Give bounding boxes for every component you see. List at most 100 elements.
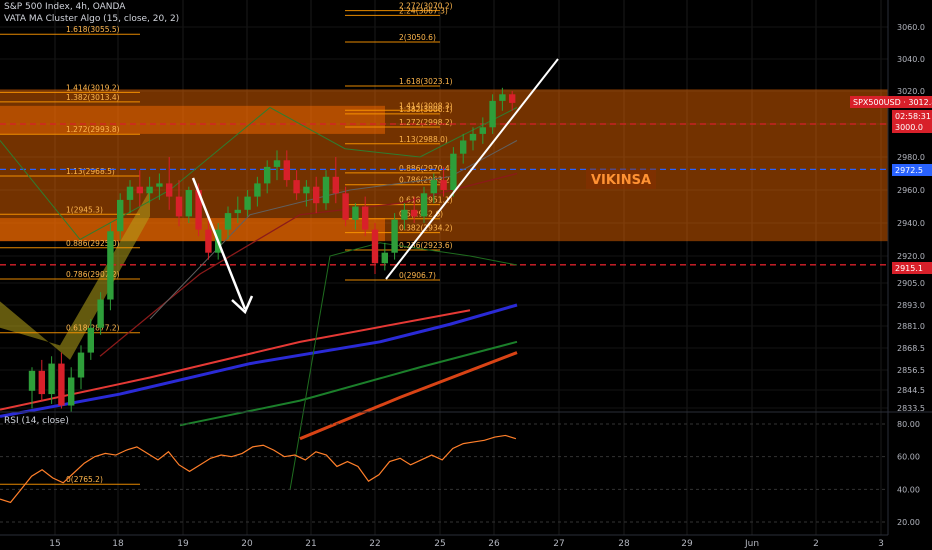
price-tag-label: 2915.1	[895, 264, 923, 273]
price-tag	[850, 96, 932, 108]
fib-label-b: 1.414(3008.3)	[399, 101, 453, 110]
rsi-tick-label: 60.00	[897, 453, 920, 462]
candle-body	[38, 370, 45, 395]
candle-body	[117, 199, 124, 232]
candle-body	[352, 206, 359, 220]
zone-band	[0, 218, 385, 242]
candle-body	[313, 186, 320, 204]
fib-label-a: 1(2945.3)	[66, 205, 103, 214]
candle-body	[322, 176, 330, 204]
fib-label-b: 1.13(2988.0)	[399, 135, 448, 144]
candle-body	[136, 186, 143, 194]
ma-blue	[0, 303, 518, 418]
x-tick-label: 18	[112, 539, 124, 549]
fib-label-b: 1.618(3023.1)	[399, 77, 453, 86]
candle-body	[48, 363, 55, 395]
fib-label-b: 0(2906.7)	[399, 271, 436, 280]
fib-label-a: 1.618(3055.5)	[66, 25, 120, 34]
candle-body	[273, 160, 281, 167]
candle-body	[195, 190, 202, 230]
candle-body	[430, 180, 437, 194]
candle-body	[499, 94, 506, 101]
y-tick-label: 2920.0	[897, 252, 925, 261]
candle-body	[332, 176, 339, 194]
down-arrow	[191, 177, 247, 310]
y-tick-label: 2905.0	[897, 279, 925, 288]
y-tick-label: 3060.0	[897, 23, 925, 32]
rsi-tick-label: 40.00	[897, 485, 920, 494]
candle-body	[97, 299, 104, 328]
x-tick-label: 28	[618, 539, 630, 549]
candle-body	[440, 180, 447, 190]
candle-body	[126, 186, 134, 200]
x-tick-label: 27	[553, 539, 564, 549]
candle-body	[205, 229, 212, 253]
y-tick-label: 3020.0	[897, 87, 925, 96]
fib-label-a: 0.786(2907.2)	[66, 270, 120, 279]
candle-body	[28, 370, 36, 391]
fib-label-b: 1.382(3006.1)	[399, 105, 453, 114]
chart-title: S&P 500 Index, 4h, OANDA	[4, 2, 126, 12]
fib-label-b: 0.886(2970.4)	[399, 164, 453, 173]
x-tick-label: 19	[177, 539, 189, 549]
candle-body	[264, 166, 271, 184]
trend-line-red	[0, 309, 471, 411]
zone-band	[0, 105, 385, 134]
x-tick-label: 25	[434, 539, 445, 549]
candle-body	[254, 183, 261, 197]
x-tick-label: Jun	[744, 539, 759, 549]
indicator-legend[interactable]: VATA MA Cluster Algo (15, close, 20, 2)	[4, 14, 180, 24]
fib-label-a: 1.382(3013.4)	[66, 93, 120, 102]
y-tick-label: 3040.0	[897, 55, 925, 64]
rsi-tick-label: 20.00	[897, 518, 920, 527]
candle-body	[244, 196, 251, 210]
price-tag	[892, 121, 932, 133]
x-tick-label: 26	[488, 539, 500, 549]
y-tick-label: 2881.0	[897, 322, 925, 331]
candle-body	[156, 183, 163, 187]
fib-label-a: 1.272(2993.8)	[66, 125, 120, 134]
candle-body	[411, 209, 418, 217]
candle-body	[469, 133, 477, 141]
candle-body	[509, 94, 516, 103]
fib-label-a: 1.414(3019.2)	[66, 83, 120, 92]
candle-body	[224, 213, 232, 230]
candle-body	[283, 160, 290, 181]
candle-body	[401, 209, 408, 220]
candle-body	[58, 363, 65, 406]
y-tick-label: 2980.0	[897, 153, 925, 162]
x-tick-label: 3	[878, 539, 884, 549]
candle-body	[146, 186, 153, 194]
candle-body	[489, 100, 496, 128]
price-tag-label: 3000.0	[895, 123, 923, 132]
candle-body	[166, 183, 173, 197]
fib-label-b: 1.272(2998.2)	[399, 118, 453, 127]
candle-body	[77, 352, 85, 378]
price-tag-label: SPX500USD · 3012.8	[853, 98, 932, 107]
fib-label-b: 0.236(2923.6)	[399, 241, 453, 250]
y-tick-label: 2833.5	[897, 404, 925, 413]
y-tick-label: 2844.5	[897, 386, 925, 395]
y-tick-label: 2868.5	[897, 344, 925, 353]
candle-body	[342, 193, 349, 220]
y-tick-label: 2940.0	[897, 219, 925, 228]
candle-body	[391, 219, 398, 253]
x-tick-label: 2	[813, 539, 819, 549]
trendline-up	[385, 58, 559, 280]
ma-envelope	[289, 242, 518, 491]
candle-body	[450, 153, 457, 190]
candle-body	[362, 206, 369, 230]
price-tag-label: 02:58:31	[895, 112, 931, 121]
y-tick-label: 2856.5	[897, 366, 925, 375]
candle-body	[175, 196, 183, 217]
candle-body	[293, 180, 300, 194]
candle-body	[68, 377, 75, 406]
fib-label-b: 2.24(3067.3)	[399, 6, 448, 15]
price-tag	[892, 110, 932, 122]
rsi-legend[interactable]: RSI (14, close)	[4, 416, 69, 426]
candle-body	[107, 231, 114, 300]
candle-body	[303, 186, 310, 194]
candle-body	[460, 140, 467, 154]
fib-label-b: 2(3050.6)	[399, 33, 436, 42]
